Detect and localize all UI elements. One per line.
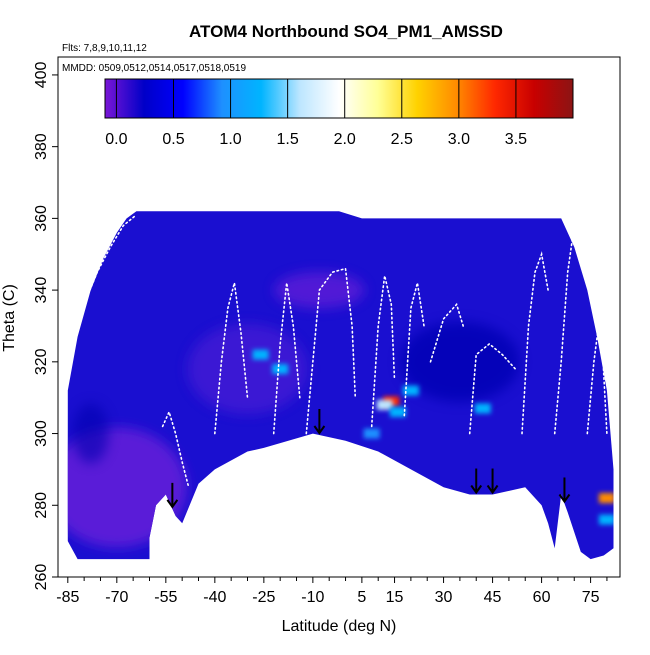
x-tick-label: -25 [252, 589, 275, 606]
x-tick-label: 60 [533, 589, 551, 606]
chart-title: ATOM4 Northbound SO4_PM1_AMSSD [189, 22, 503, 41]
y-axis-title: Theta (C) [1, 284, 18, 352]
flight-track-track-11 [553, 225, 582, 435]
heatmap-hotspot [474, 403, 491, 414]
x-tick-label: -10 [301, 589, 324, 606]
x-tick-label: 15 [386, 589, 404, 606]
flight-track-track-9 [468, 342, 517, 435]
heatmap-region-deep-blue [399, 321, 520, 402]
heatmap-hotspot [598, 514, 614, 525]
flight-track-track-7 [403, 282, 425, 417]
flight-track-track-10 [521, 251, 549, 435]
y-tick-label: 320 [33, 348, 50, 375]
colorbar-tick-label: 3.5 [505, 131, 527, 148]
surface-arrow-head [470, 484, 483, 495]
heatmap-hotspot [402, 385, 419, 396]
y-tick-label: 260 [33, 564, 50, 591]
flight-track-track-1 [70, 214, 138, 327]
x-tick-label: -70 [105, 589, 128, 606]
colorbar: 0.0 0.5 1.0 1.5 2.0 2.5 3.0 3.5 [104, 78, 574, 148]
heatmap-hotspot [598, 493, 614, 504]
y-axis: 260 280 300 320 340 360 380 400 [33, 61, 58, 590]
surface-arrow-head [166, 499, 179, 509]
x-tick-label: -55 [154, 589, 177, 606]
colorbar-tick-label: 1.0 [219, 131, 241, 148]
colorbar-tick-label: 2.0 [334, 131, 356, 148]
colorbar-ticks: 0.0 0.5 1.0 1.5 2.0 2.5 3.0 3.5 [105, 79, 527, 148]
colorbar-tick-label: 0.0 [105, 131, 127, 148]
y-tick-label: 360 [33, 205, 50, 232]
flight-track-track-2 [161, 409, 190, 489]
surface-arrows [166, 408, 571, 509]
x-tick-label: 75 [582, 589, 600, 606]
y-tick-label: 380 [33, 133, 50, 160]
x-tick-label: 5 [357, 589, 366, 606]
colorbar-tick-label: 0.5 [162, 131, 184, 148]
flight-track-track-4 [272, 282, 301, 435]
y-tick-label: 280 [33, 492, 50, 519]
heatmap-hotspot [252, 349, 269, 360]
colorbar-gradient [104, 78, 574, 119]
colorbar-tick-label: 3.0 [448, 131, 470, 148]
x-tick-label: -85 [56, 589, 79, 606]
colorbar-tick-label: 1.5 [277, 131, 299, 148]
plot-frame [57, 56, 621, 578]
flight-tracks [70, 214, 608, 489]
dates-subtitle: MMDD: 0509,0512,0514,0517,0518,0519 [62, 63, 246, 74]
heatmap-hotspot [272, 364, 289, 374]
y-tick-label: 340 [33, 277, 50, 304]
flight-track-track-12 [586, 311, 608, 435]
heatmap-hotspot [389, 407, 406, 418]
heatmap-hotspot [363, 428, 380, 439]
colorbar-tick-label: 2.5 [391, 131, 413, 148]
heatmap-hotspot [376, 399, 393, 410]
flights-subtitle: Flts: 7,8,9,10,11,12 [62, 43, 147, 54]
flight-track-track-6 [370, 275, 396, 428]
x-tick-label: 30 [435, 589, 453, 606]
surface-arrow-head [313, 425, 326, 435]
heatmap-region-purple-south [67, 427, 187, 548]
x-axis: -85 -70 -55 -40 -25 -10 5 15 30 45 60 75 [56, 577, 608, 606]
x-axis-title: Latitude (deg N) [282, 618, 397, 635]
x-tick-label: 45 [484, 589, 502, 606]
surface-arrow-head [486, 484, 499, 495]
surface-arrow-head [558, 493, 571, 504]
flight-track-track-8 [429, 302, 464, 363]
flight-track-track-3 [214, 282, 249, 435]
y-tick-label: 300 [33, 420, 50, 447]
x-tick-label: -40 [203, 589, 226, 606]
flight-track-track-5 [305, 267, 357, 435]
y-tick-label: 400 [33, 61, 50, 88]
heatmap-region-deep-blue-south [72, 403, 109, 464]
heatmap-region-purple-mid [187, 324, 308, 414]
